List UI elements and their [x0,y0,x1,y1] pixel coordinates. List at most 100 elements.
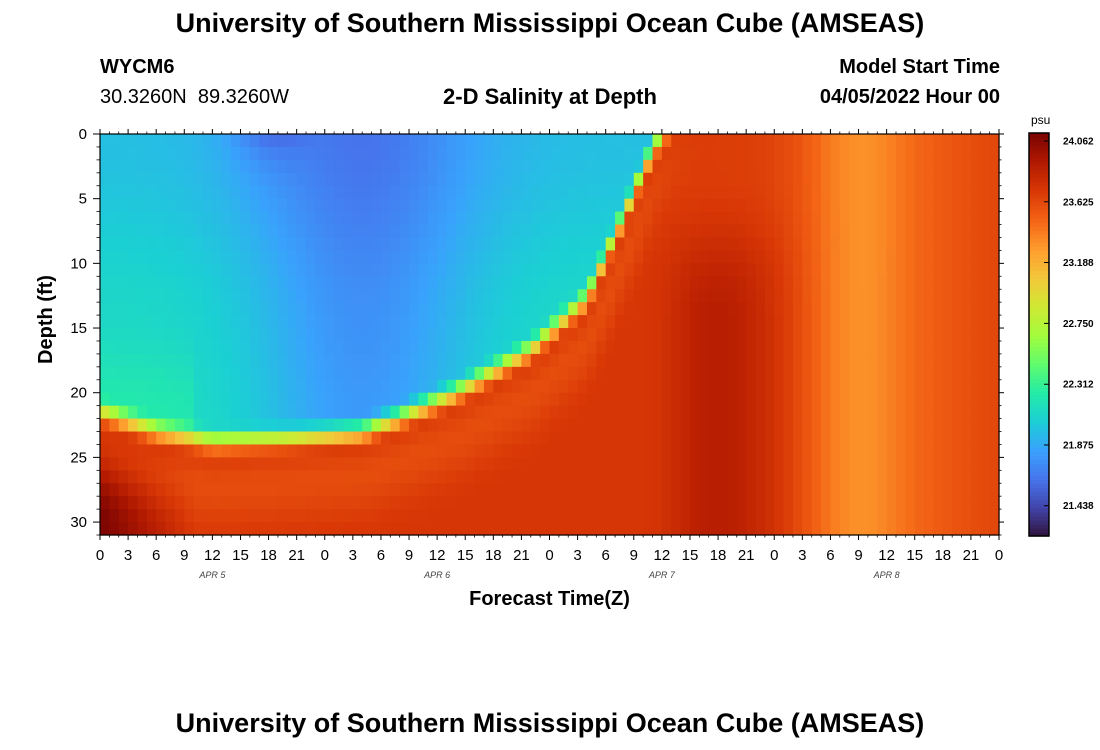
heatmap-cell [334,509,345,523]
heatmap-cell [203,211,213,226]
heatmap-cell [568,457,579,471]
heatmap-cell [661,250,672,264]
heatmap-cell [633,159,644,174]
heatmap-cell [942,315,953,329]
heatmap-cell [100,509,110,523]
heatmap-cell [118,509,129,523]
heatmap-cell [549,134,560,148]
heatmap-cell [212,431,223,446]
heatmap-cell [680,224,691,239]
heatmap-cell [240,302,251,316]
heatmap-cell [109,211,120,226]
x-tick-label: 6 [602,547,610,564]
heatmap-cell [390,353,401,368]
heatmap-cell [193,457,204,471]
heatmap-cell [736,250,747,264]
heatmap-cell [146,211,157,226]
heatmap-cell [596,431,607,446]
heatmap-cell [240,470,251,484]
heatmap-cell [802,496,813,510]
heatmap-cell [380,134,391,148]
heatmap-cell [343,379,354,394]
heatmap-cell [268,470,279,484]
x-tick-label: 21 [963,547,980,564]
heatmap-cell [624,457,635,471]
heatmap-cell [867,418,878,433]
heatmap-cell [156,134,167,148]
heatmap-cell [362,159,373,174]
heatmap-cell [521,496,532,510]
colorbar-swatch [1029,322,1049,328]
heatmap-cell [830,172,841,187]
heatmap-cell [455,418,466,433]
heatmap-cell [530,198,541,213]
heatmap-cell [858,146,869,161]
heatmap-cell [849,198,860,213]
heatmap-cell [952,250,963,264]
heatmap-cell [633,172,644,187]
heatmap-cell [680,328,691,342]
heatmap-cell [708,483,719,497]
colorbar-swatch [1029,527,1049,533]
heatmap-cell [680,276,691,290]
heatmap-cell [446,276,457,290]
heatmap-cell [774,418,785,433]
heatmap-cell [277,328,288,342]
heatmap-cell [343,315,354,329]
heatmap-cell [802,159,813,174]
heatmap-cell [137,405,148,420]
heatmap-cell [146,276,157,290]
heatmap-cell [895,340,906,355]
colorbar-swatch [1029,209,1049,215]
heatmap-cell [727,444,738,458]
heatmap-cell [521,315,532,329]
heatmap-cell [933,146,944,161]
heatmap-cell [867,340,878,355]
heatmap-cell [708,146,719,161]
heatmap-cell [118,392,129,407]
heatmap-cell [708,496,719,510]
heatmap-cell [652,483,663,497]
colorbar-swatch [1029,511,1049,517]
heatmap-cell [558,276,569,290]
heatmap-cell [306,522,316,536]
heatmap-cell [446,237,457,252]
heatmap-cell [989,198,1000,213]
heatmap-cell [212,289,223,303]
heatmap-cell [821,302,832,316]
heatmap-cell [680,302,691,316]
heatmap-cell [540,198,551,213]
heatmap-cell [839,353,850,368]
heatmap-cell [895,431,906,446]
heatmap-cell [418,379,429,394]
colorbar-swatch [1029,471,1049,477]
heatmap-cell [895,263,906,277]
heatmap-cell [249,418,260,433]
heatmap-cell [961,483,972,497]
heatmap-cell [942,431,953,446]
heatmap-cell [512,289,522,303]
heatmap-cell [231,483,242,497]
heatmap-cell [231,470,242,484]
heatmap-cell [390,289,401,303]
heatmap-cell [212,340,223,355]
heatmap-cell [764,483,775,497]
heatmap-cell [689,366,700,381]
heatmap-cell [830,353,841,368]
heatmap-cell [483,457,494,471]
heatmap-cell [839,134,850,148]
heatmap-cell [512,328,522,342]
heatmap-cell [380,198,391,213]
heatmap-cell [512,496,522,510]
heatmap-cell [886,172,897,187]
heatmap-cell [905,509,916,523]
heatmap-cell [661,496,672,510]
heatmap-cell [736,172,747,187]
heatmap-cell [718,444,729,458]
heatmap-cell [427,263,438,277]
heatmap-cell [530,211,541,226]
heatmap-cell [418,172,429,187]
heatmap-cell [699,392,710,407]
colorbar-swatch [1029,205,1049,211]
heatmap-cell [830,444,841,458]
